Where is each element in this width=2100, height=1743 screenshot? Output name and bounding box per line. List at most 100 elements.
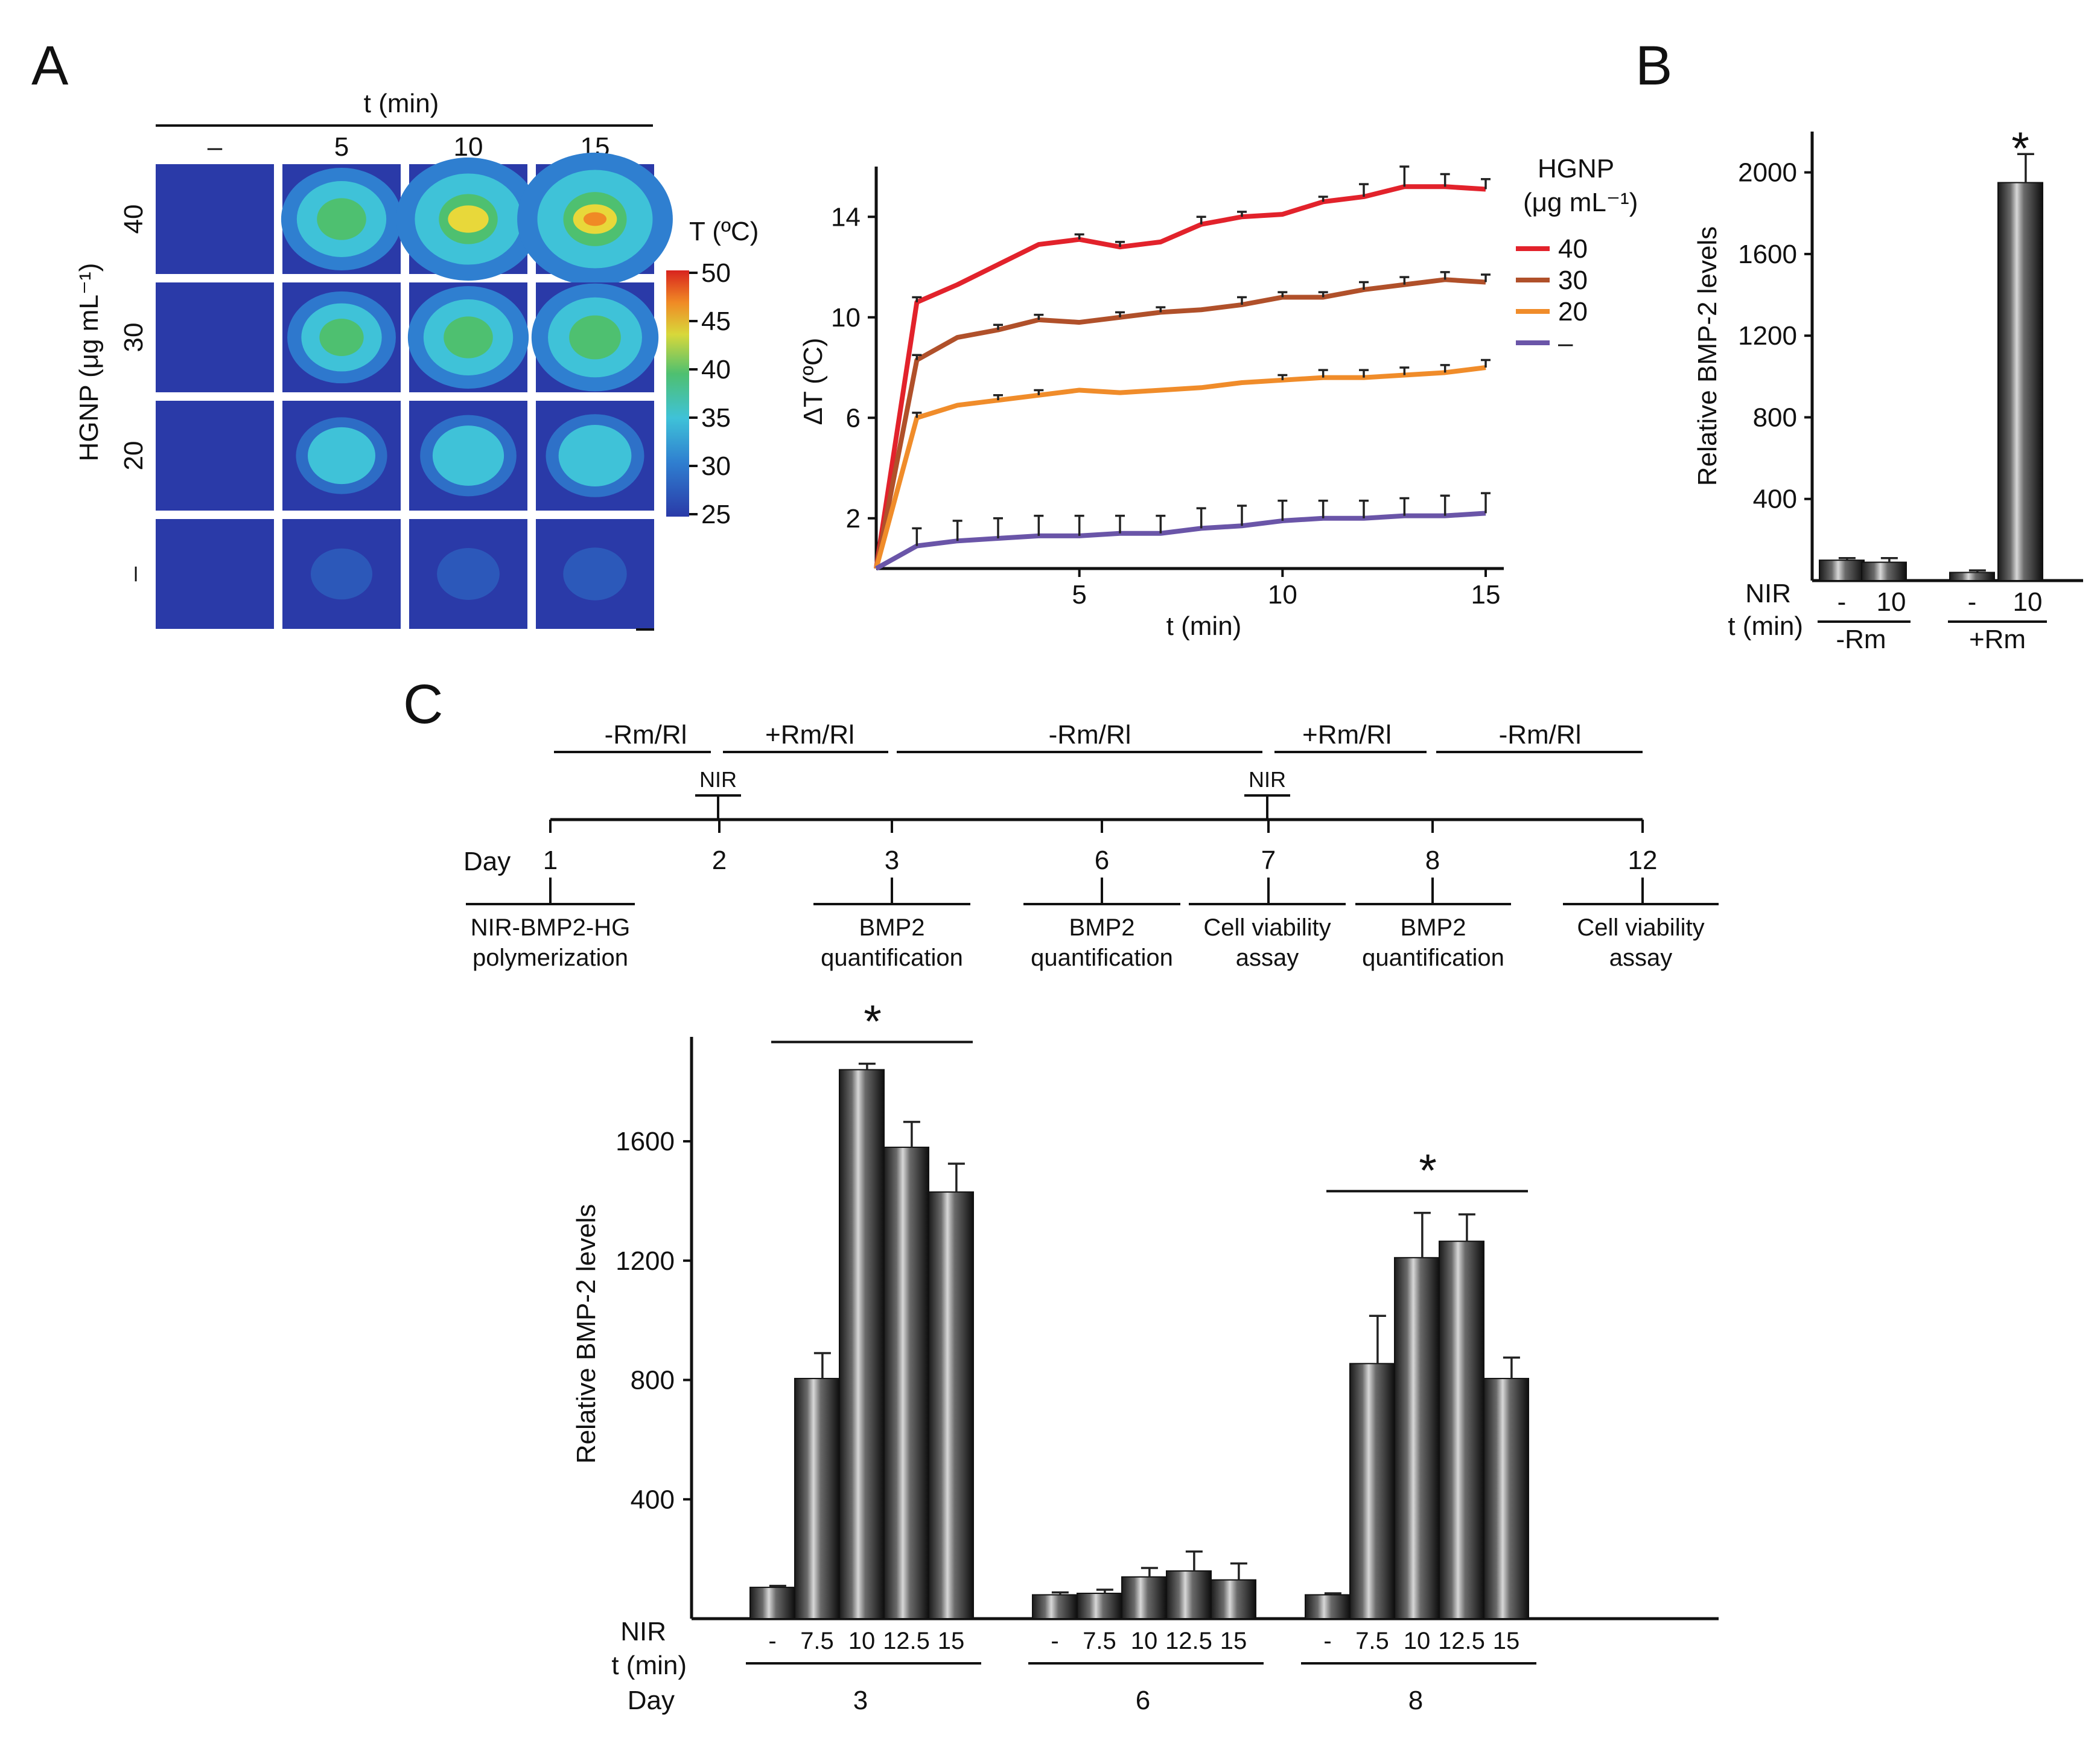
bar bbox=[928, 1191, 974, 1619]
line-chart-x-tick-label: 15 bbox=[1471, 580, 1501, 610]
legend-label: 30 bbox=[1558, 266, 1588, 295]
panel-c-category-label: 7.5 bbox=[1355, 1628, 1389, 1654]
line-series-– bbox=[875, 511, 1486, 571]
heatmap-col-label: 5 bbox=[334, 132, 349, 162]
timeline-day-number: 2 bbox=[712, 846, 727, 875]
panel-c-category-label: - bbox=[1323, 1628, 1331, 1654]
timeline-day-number: 1 bbox=[543, 846, 558, 875]
heatmap-col-label: – bbox=[208, 132, 223, 162]
line-series-30 bbox=[874, 277, 1486, 569]
panel-c-category-label: 12.5 bbox=[1438, 1628, 1485, 1654]
panel-c-significance: * bbox=[1419, 1146, 1437, 1197]
timeline-event-line2: assay bbox=[1609, 945, 1673, 971]
heatmap-cell bbox=[156, 282, 274, 392]
panel-c-category-label: 15 bbox=[938, 1628, 965, 1654]
heatmap-cell bbox=[282, 519, 401, 629]
panel-b-y-tick-label: 800 bbox=[1753, 403, 1797, 432]
panel-c-category-label: 15 bbox=[1220, 1628, 1247, 1654]
panel-c-category-label: 10 bbox=[1131, 1628, 1158, 1654]
panel-c-time-row-label: t (min) bbox=[611, 1651, 687, 1680]
heatmap-row-axis-label: HGNP (μg mL⁻¹) bbox=[74, 263, 104, 462]
panel-letter-a: A bbox=[31, 35, 69, 97]
legend-label: – bbox=[1558, 328, 1573, 358]
panel-c-nir-row-label: NIR bbox=[620, 1617, 666, 1646]
panel-c-category-label: 7.5 bbox=[800, 1628, 834, 1654]
heatmap-time-header: t (min) bbox=[364, 89, 439, 118]
heatmap-row-label: 30 bbox=[119, 323, 148, 352]
colorbar-tick-label: 25 bbox=[701, 500, 731, 529]
panel-b-category-label: 10 bbox=[2013, 587, 2043, 617]
timeline-day-number: 3 bbox=[885, 846, 899, 875]
bar bbox=[1819, 559, 1865, 582]
line-chart-y-label: ΔT (ºC) bbox=[798, 338, 828, 425]
bar bbox=[1949, 572, 1995, 581]
panel-c-y-label: Relative BMP-2 levels bbox=[571, 1204, 601, 1464]
colorbar-tick-label: 30 bbox=[701, 451, 731, 481]
line-chart-y-tick-label: 6 bbox=[846, 403, 861, 433]
heatmap-cell bbox=[156, 519, 274, 629]
panel-letter-c: C bbox=[403, 674, 443, 735]
panel-c-category-label: 10 bbox=[848, 1628, 876, 1654]
heatmap-cell bbox=[156, 164, 274, 274]
panel-c-day-label: 6 bbox=[1136, 1686, 1150, 1715]
heatmap-cell bbox=[536, 519, 654, 629]
heatmap-warm-zone bbox=[308, 427, 375, 485]
panel-c-day-label: 8 bbox=[1408, 1686, 1423, 1715]
timeline-nir-label: NIR bbox=[699, 767, 737, 792]
bar bbox=[1349, 1363, 1395, 1619]
panel-b-category-label: - bbox=[1838, 587, 1847, 617]
timeline-treatment-label: +Rm/Rl bbox=[1302, 720, 1392, 750]
colorbar-gradient bbox=[666, 270, 689, 517]
panel-c-y-tick-label: 1200 bbox=[616, 1246, 675, 1276]
heatmap-hot-zone bbox=[569, 315, 621, 360]
panel-c-category-label: 15 bbox=[1493, 1628, 1520, 1654]
heatmap-hot-zone bbox=[444, 316, 493, 358]
bar bbox=[839, 1069, 885, 1619]
timeline-event-line2: quantification bbox=[821, 945, 963, 971]
line-chart-x-label: t (min) bbox=[1166, 611, 1242, 641]
bar bbox=[1166, 1570, 1212, 1620]
line-chart-y-tick-label: 14 bbox=[831, 202, 861, 232]
panel-c-bar-chart: Relative BMP-2 levels NIR t (min) Day 40… bbox=[571, 996, 1719, 1715]
temperature-colorbar: T (ºC) 50 45 40 35 30 25 bbox=[666, 217, 759, 529]
bar bbox=[1121, 1576, 1167, 1620]
panel-c-category-label: 7.5 bbox=[1083, 1628, 1116, 1654]
experiment-timeline: Day -Rm/Rl +Rm/Rl -Rm/Rl +Rm/Rl -Rm/Rl NIR NIR… bbox=[463, 720, 1719, 971]
colorbar-tick-label: 50 bbox=[701, 258, 731, 288]
legend-label: 20 bbox=[1558, 297, 1588, 327]
bar bbox=[794, 1378, 840, 1619]
timeline-event-line1: BMP2 bbox=[1401, 914, 1466, 941]
heatmap-halo bbox=[437, 548, 500, 600]
heatmap-halo bbox=[310, 548, 373, 600]
heatmap-halo bbox=[563, 547, 627, 601]
panel-b-bar-chart: Relative BMP-2 levels NIR t (min) 400 800… bbox=[1693, 123, 2083, 654]
heatmap-core bbox=[448, 205, 489, 233]
panel-b-nir-row-label: NIR bbox=[1745, 579, 1791, 608]
panel-b-significance: * bbox=[2011, 123, 2029, 174]
line-chart-y-tick-label: 10 bbox=[831, 303, 861, 333]
bar bbox=[1305, 1594, 1351, 1619]
timeline-treatment-label: -Rm/Rl bbox=[1499, 720, 1582, 750]
heatmap-peak bbox=[583, 212, 607, 226]
panel-c-day-label: 3 bbox=[853, 1686, 868, 1715]
bar bbox=[1861, 561, 1907, 582]
panel-letter-b: B bbox=[1635, 35, 1672, 97]
line-chart-y-tick-label: 2 bbox=[846, 504, 861, 534]
panel-c-day-row-label: Day bbox=[628, 1686, 675, 1715]
heatmap-col-label: 10 bbox=[454, 132, 483, 162]
bar bbox=[1077, 1592, 1122, 1620]
panel-b-category-label: - bbox=[1968, 587, 1977, 617]
timeline-day-number: 12 bbox=[1628, 846, 1658, 875]
timeline-day-number: 6 bbox=[1095, 846, 1109, 875]
timeline-day-number: 7 bbox=[1261, 846, 1276, 875]
timeline-event-line2: quantification bbox=[1031, 945, 1173, 971]
bar bbox=[1032, 1594, 1078, 1619]
panel-c-y-tick-label: 800 bbox=[631, 1366, 675, 1395]
panel-b-y-tick-label: 2000 bbox=[1738, 158, 1797, 188]
panel-c-category-label: - bbox=[768, 1628, 776, 1654]
timeline-treatment-label: -Rm/Rl bbox=[605, 720, 687, 750]
bar bbox=[1439, 1240, 1484, 1620]
panel-c-y-tick-label: 400 bbox=[631, 1485, 675, 1514]
heatmap-warm-zone bbox=[432, 425, 504, 486]
